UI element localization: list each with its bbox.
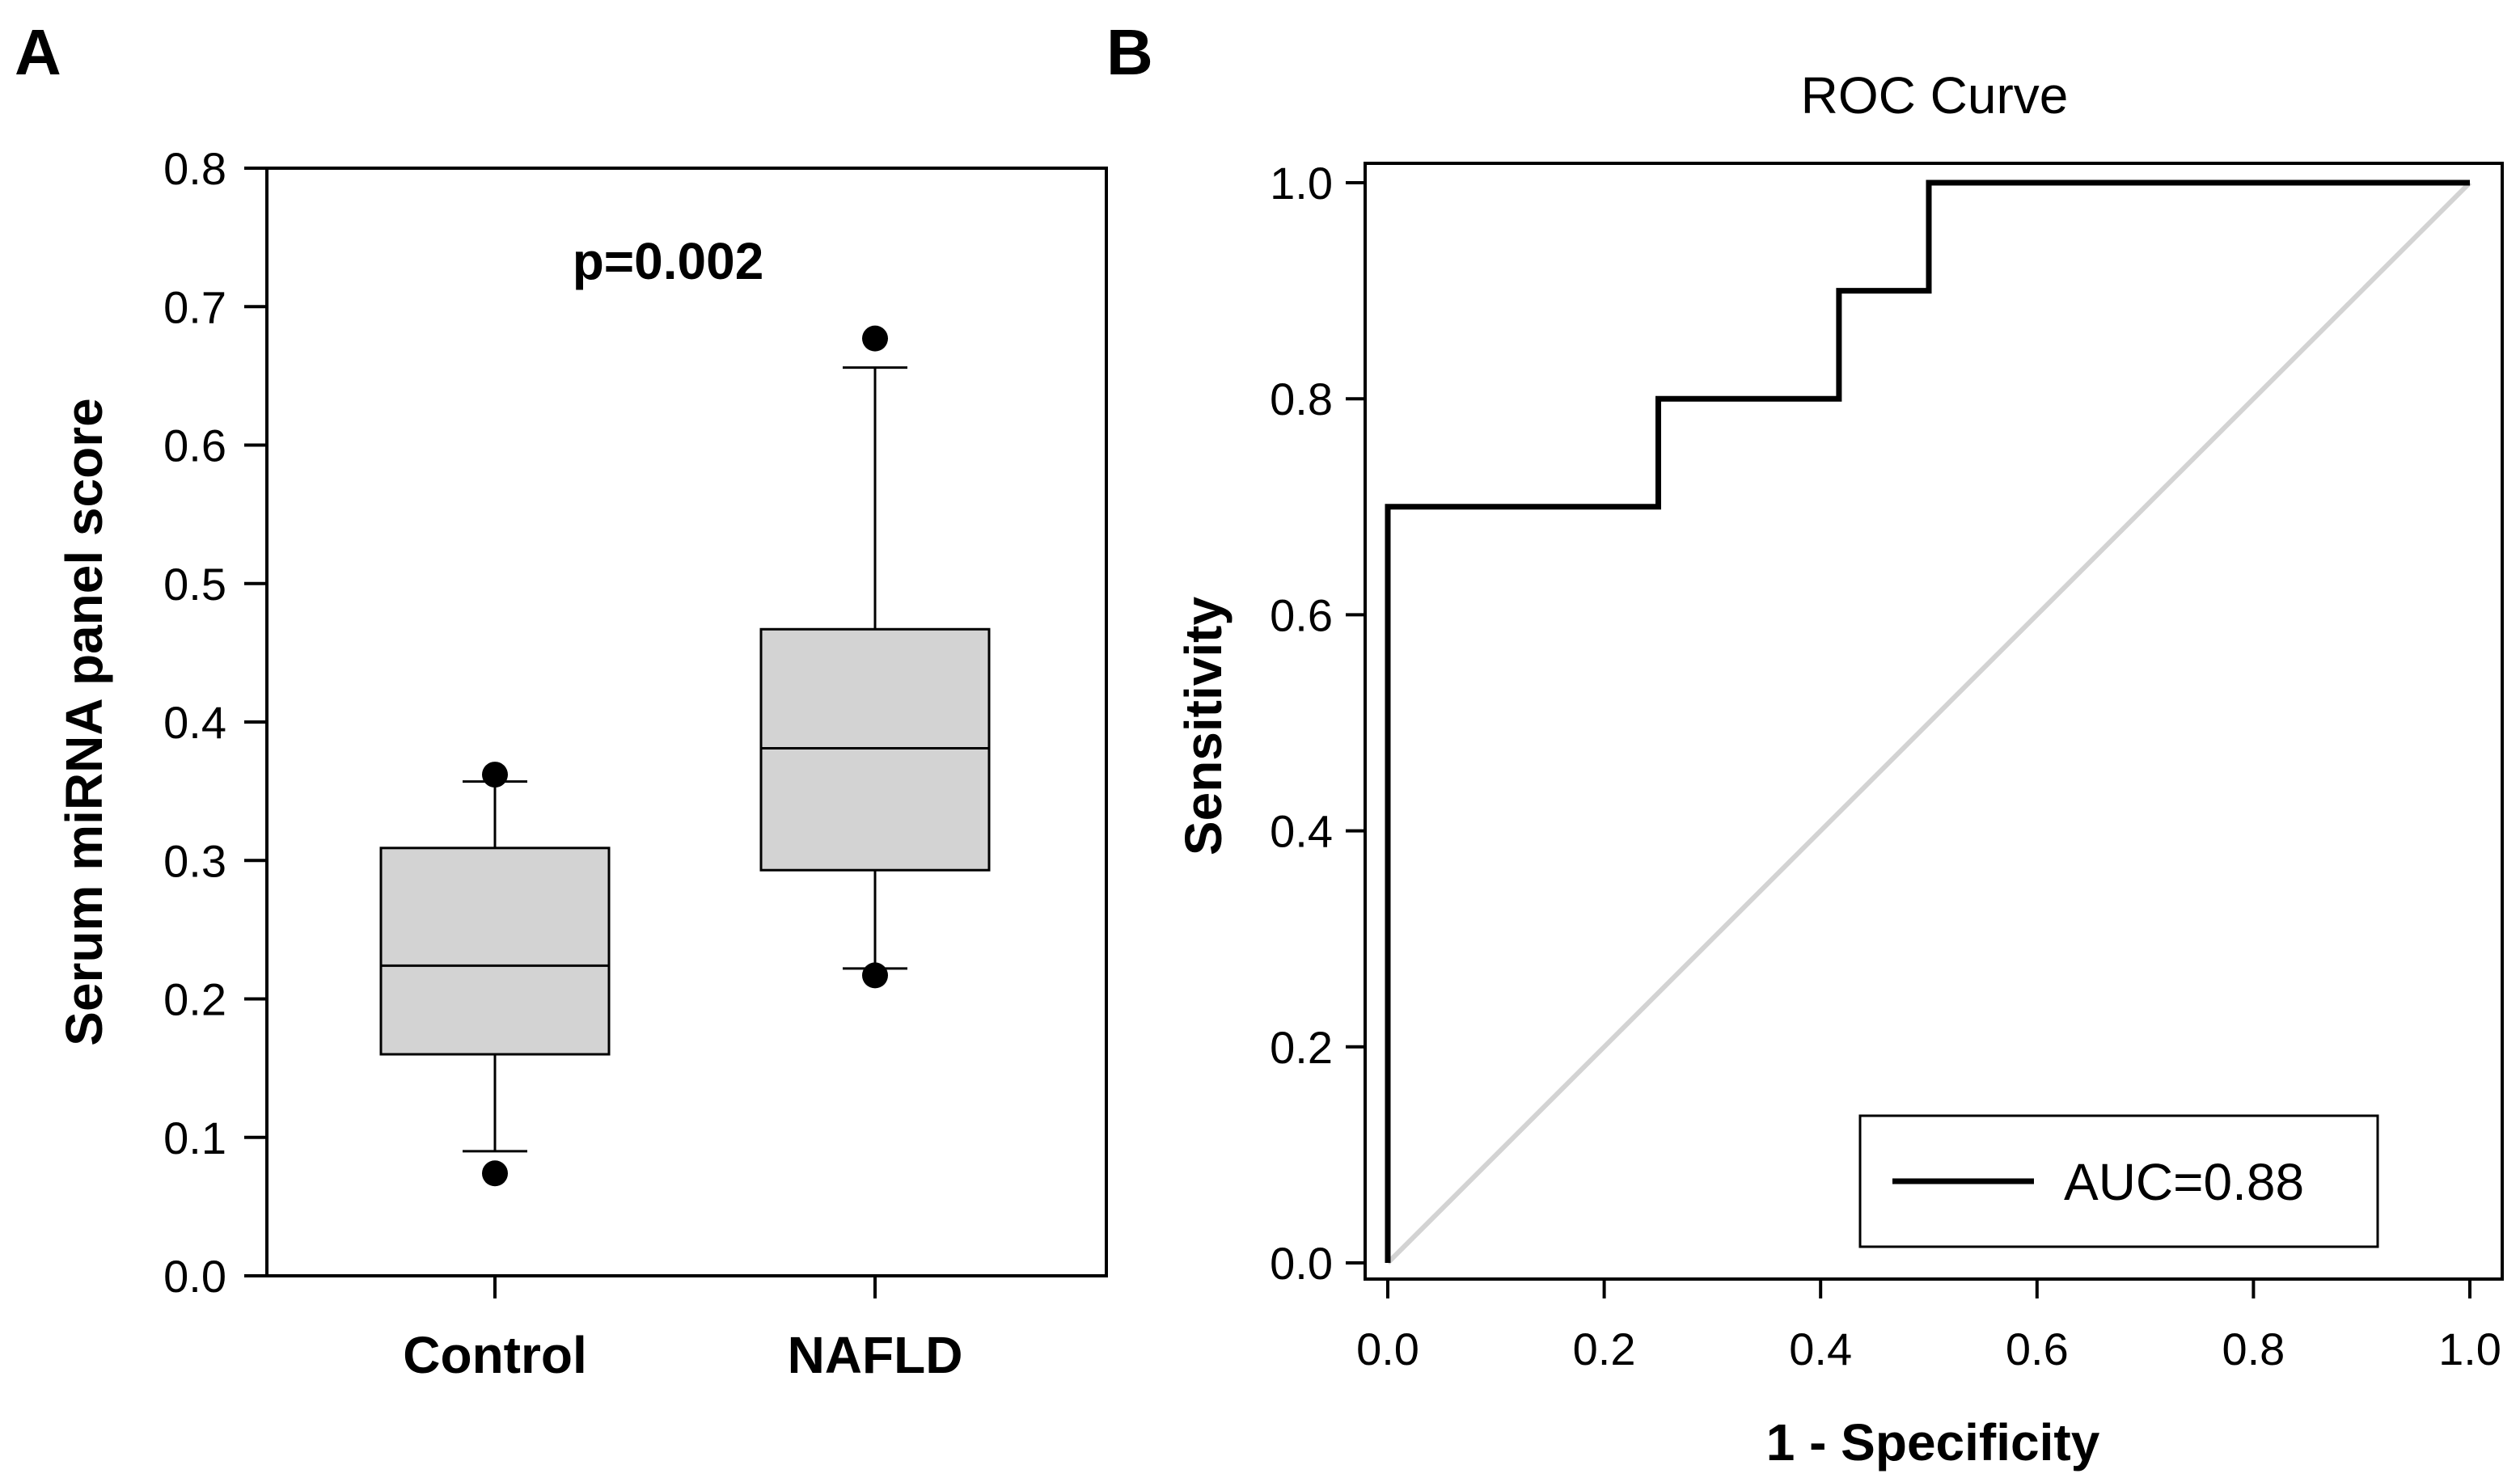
y-tick-label: 1.0 <box>1270 158 1333 209</box>
y-tick-label: 0.8 <box>163 143 226 194</box>
y-tick-label: 0.2 <box>163 974 226 1025</box>
legend-label-auc: AUC=0.88 <box>2064 1153 2304 1211</box>
x-tick-label: 1.0 <box>2438 1324 2501 1374</box>
y-tick-label: 0.8 <box>1270 374 1333 424</box>
box-control <box>379 762 611 1187</box>
x-category-label: NAFLD <box>788 1326 963 1384</box>
panel-a-boxplot: A Serum miRNA panel score p=0.002 0.0 0.1… <box>15 16 1108 1384</box>
x-tick-label: 0.2 <box>1573 1324 1636 1374</box>
panel-b-plot-frame <box>1364 162 2504 1281</box>
panel-b-series <box>1385 179 2472 1265</box>
x-tick-label: 0.6 <box>2006 1324 2069 1374</box>
panel-b-y-axis-title: Sensitivity <box>1174 597 1233 856</box>
panel-b-letter: B <box>1106 16 1153 88</box>
panel-a-boxes <box>379 325 991 1187</box>
y-tick-label: 0.1 <box>163 1113 226 1163</box>
panel-a-letter: A <box>15 16 61 88</box>
panel-b-x-axis-title: 1 - Specificity <box>1766 1413 2100 1471</box>
y-tick-label: 0.5 <box>163 559 226 610</box>
y-tick-label: 0.4 <box>163 697 226 748</box>
outlier-point <box>862 962 888 989</box>
roc-legend: AUC=0.88 <box>1858 1114 2379 1248</box>
box-iqr <box>759 627 991 872</box>
panel-b-x-ticks: 0.0 0.2 0.4 0.6 0.8 1.0 <box>1356 1279 2501 1374</box>
panel-a-y-ticks: 0.0 0.1 0.2 0.3 0.4 0.5 0.6 0.7 0.8 <box>163 143 267 1302</box>
box-nafld <box>759 325 991 989</box>
y-tick-label: 0.7 <box>163 281 226 332</box>
panel-a-x-labels: Control NAFLD <box>403 1276 962 1384</box>
y-tick-label: 0.6 <box>1270 589 1333 640</box>
p-value-annotation: p=0.002 <box>573 232 764 290</box>
x-tick-label: 0.0 <box>1356 1324 1419 1374</box>
box-iqr <box>379 847 611 1056</box>
y-tick-label: 0.6 <box>163 420 226 471</box>
y-tick-label: 0.0 <box>163 1251 226 1302</box>
x-tick-label: 0.4 <box>1789 1324 1852 1374</box>
outlier-point <box>862 325 888 352</box>
reference-diagonal-line <box>1385 180 2472 1265</box>
panel-b-y-ticks: 0.0 0.2 0.4 0.6 0.8 1.0 <box>1270 158 1365 1289</box>
roc-chart-title: ROC Curve <box>1801 66 2069 125</box>
panel-a-y-axis-title: Serum miRNA panel score <box>55 398 113 1045</box>
y-tick-label: 0.4 <box>1270 806 1333 857</box>
roc-curve-line <box>1385 179 2470 1263</box>
panel-b-roc: B ROC Curve Sensitivity 1 - Specificity … <box>1106 16 2504 1471</box>
y-tick-label: 0.2 <box>1270 1022 1333 1073</box>
outlier-point <box>482 762 508 788</box>
x-category-label: Control <box>403 1326 587 1384</box>
y-tick-label: 0.0 <box>1270 1238 1333 1289</box>
x-tick-label: 0.8 <box>2222 1324 2285 1374</box>
outlier-point <box>482 1160 508 1187</box>
y-tick-label: 0.3 <box>163 835 226 886</box>
